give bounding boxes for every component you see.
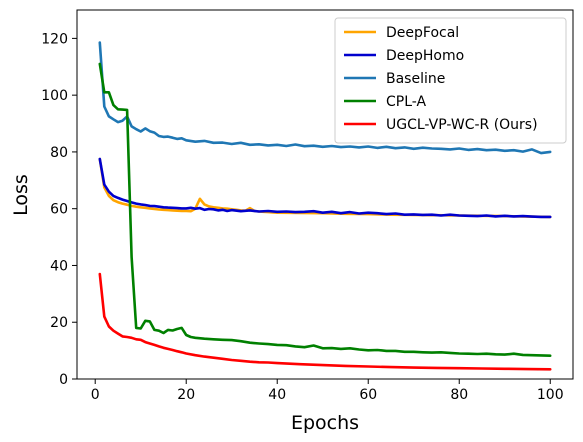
series-line-1 [98,157,552,219]
legend-entry-4: UGCL-VP-WC-R (Ours) [386,117,538,133]
series-line-2 [98,41,552,155]
y-tick-label: 80 [50,145,68,161]
x-axis-label: Epochs [291,412,359,434]
x-tick-label: 0 [91,387,100,403]
plot-frame [76,9,574,380]
series-line-4 [98,272,552,371]
legend-entry-0: DeepFocal [386,25,459,41]
legend-entry-3: CPL-A [386,94,427,110]
x-tick-label: 80 [450,387,468,403]
legend-entry-1: DeepHomo [386,48,464,64]
y-tick-label: 20 [50,315,68,331]
series-line-3 [98,62,552,358]
x-tick-label: 60 [359,387,377,403]
x-tick-label: 40 [268,387,286,403]
y-tick-label: 40 [50,258,68,274]
legend-entry-2: Baseline [386,71,445,87]
legend-box [334,17,567,144]
y-tick-label: 0 [59,372,68,388]
series-layer [98,41,552,371]
y-tick-label: 120 [41,31,68,47]
y-tick-label: 100 [41,88,68,104]
y-tick-label: 60 [50,202,68,218]
x-tick-label: 100 [537,387,564,403]
y-axis-label: Loss [10,174,32,216]
legend: DeepFocal DeepHomo Baseline CPL-A UGCL-VP-WC… [334,17,567,144]
x-tick-label: 20 [177,387,195,403]
axes-layer: 0 20 40 60 80 100 0 20 40 60 80 100 120 [41,9,574,403]
